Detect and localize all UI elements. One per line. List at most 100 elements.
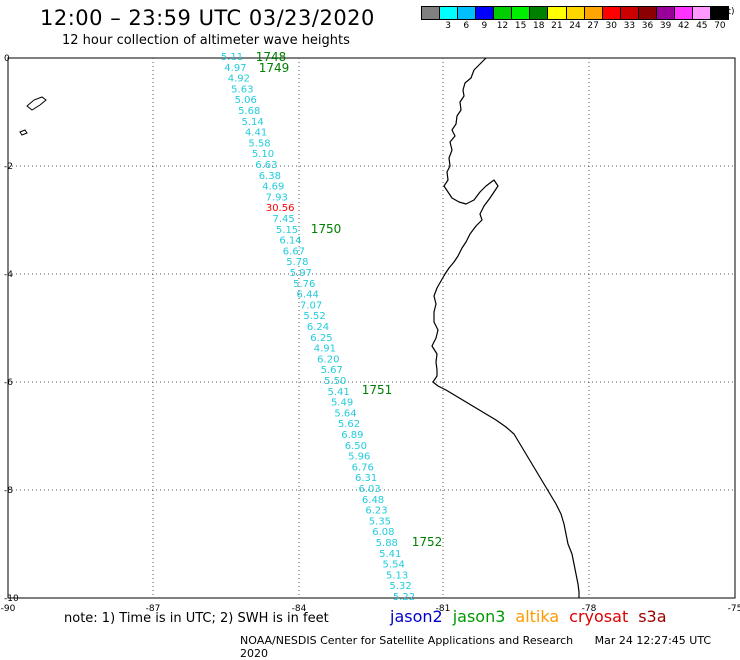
swh-value: 6.08 xyxy=(372,527,394,538)
legend-label: 21 xyxy=(551,21,563,31)
legend-swatch xyxy=(584,7,603,19)
swh-value: 4.41 xyxy=(245,128,267,139)
legend-swatch xyxy=(458,7,477,19)
footer-note: note: 1) Time is in UTC; 2) SWH is in fe… xyxy=(64,611,329,626)
swh-value: 5.41 xyxy=(328,387,350,398)
swh-value: 30.56 xyxy=(266,203,295,214)
swh-value: 5.41 xyxy=(379,549,401,560)
swh-value: 6.38 xyxy=(259,171,281,182)
legend-swatch xyxy=(548,7,567,19)
swh-value: 5.67 xyxy=(321,365,343,376)
swh-value: 7.45 xyxy=(272,214,294,225)
map-border xyxy=(7,57,736,599)
swh-value: 6.48 xyxy=(362,495,384,506)
swh-value: 5.50 xyxy=(324,376,346,387)
legend-label: 42 xyxy=(677,21,690,31)
x-tick-label: -81 xyxy=(436,604,451,614)
islands xyxy=(19,96,47,136)
legend-swatch xyxy=(656,7,675,19)
swh-value: 6.89 xyxy=(341,430,363,441)
swh-value: 5.10 xyxy=(252,149,274,160)
legend-label: 6 xyxy=(463,21,470,31)
axis-ticks: -90 -87 -84 -81 -78 -75 0 -2 -4 -6 -8 -10 xyxy=(1,54,740,614)
swh-value: 6.14 xyxy=(279,236,301,247)
legend-swatch xyxy=(494,7,513,19)
legend-label: 45 xyxy=(696,21,708,31)
legend-label: 36 xyxy=(641,21,654,31)
swh-value: 5.15 xyxy=(276,225,298,236)
swh-value: 6.63 xyxy=(255,160,277,171)
mission-jason2: jason2 xyxy=(390,607,443,626)
y-tick-label: -6 xyxy=(4,378,13,388)
credit-line: NOAA/NESDIS Center for Satellite Applica… xyxy=(240,634,740,660)
legend-swatch xyxy=(440,7,459,19)
legend-swatch xyxy=(602,7,621,19)
swh-value: 5.06 xyxy=(235,95,257,106)
swh-value: 5.78 xyxy=(286,257,308,268)
legend-swatches xyxy=(421,6,729,20)
legend-label: 33 xyxy=(623,21,636,31)
credit-text: NOAA/NESDIS Center for Satellite Applica… xyxy=(240,634,574,647)
time-label: 1750 xyxy=(311,222,342,236)
coastline xyxy=(431,57,580,598)
legend-label: 27 xyxy=(587,21,599,31)
swh-value: 5.35 xyxy=(369,516,391,527)
legend-swatch xyxy=(476,7,495,19)
swh-value: 5.54 xyxy=(383,560,405,571)
legend-swatch xyxy=(566,7,585,19)
swh-value: 7.93 xyxy=(266,192,288,203)
swh-value: 4.91 xyxy=(314,344,336,355)
swh-value: 5.13 xyxy=(386,570,408,581)
y-tick-label: 0 xyxy=(4,54,10,64)
swh-value: 6.20 xyxy=(317,354,339,365)
legend-swatch xyxy=(674,7,693,19)
legend-swatch xyxy=(530,7,549,19)
legend-unit: (ft) xyxy=(721,7,735,17)
swh-value: 6.76 xyxy=(352,462,374,473)
swh-value: 6.50 xyxy=(345,441,367,452)
swh-value: 4.97 xyxy=(224,63,246,74)
swh-value: 5.52 xyxy=(303,311,325,322)
swh-value: 6.67 xyxy=(283,246,305,257)
swh-value: 5.76 xyxy=(293,279,315,290)
y-tick-label: -10 xyxy=(4,594,19,604)
legend-swatch xyxy=(512,7,531,19)
swh-value: 5.88 xyxy=(376,538,398,549)
legend-label: 18 xyxy=(533,21,545,31)
mission-altika: altika xyxy=(515,607,560,626)
y-tick-label: -2 xyxy=(4,162,13,172)
legend-label: 3 xyxy=(445,21,452,31)
island xyxy=(19,129,28,136)
legend-swatch xyxy=(692,7,711,19)
legend-label: 30 xyxy=(605,21,617,31)
swh-value: 5.32 xyxy=(389,581,411,592)
x-tick-label: -90 xyxy=(1,604,16,614)
legend-label: 24 xyxy=(569,21,581,31)
y-tick-label: -8 xyxy=(4,486,13,496)
legend-swatch xyxy=(620,7,639,19)
swh-value: 4.92 xyxy=(228,74,250,85)
swh-value: 6.44 xyxy=(297,290,319,301)
swh-value: 5.58 xyxy=(248,138,270,149)
swh-value: 6.25 xyxy=(310,333,332,344)
swh-value: 5.97 xyxy=(290,268,312,279)
swh-value: 5.63 xyxy=(231,84,253,95)
satellite-track: 5.114.974.925.635.065.685.144.415.585.10… xyxy=(221,52,415,603)
time-label: 1751 xyxy=(362,383,393,397)
island xyxy=(26,96,47,111)
mission-cryosat: cryosat xyxy=(569,607,629,626)
swh-value: 5.62 xyxy=(338,419,360,430)
time-label: 1752 xyxy=(412,535,443,549)
legend-label: 12 xyxy=(496,21,509,31)
y-tick-label: -4 xyxy=(4,270,13,280)
legend-label: 39 xyxy=(659,21,672,31)
page-subtitle: 12 hour collection of altimeter wave hei… xyxy=(62,33,350,48)
swh-value: 6.31 xyxy=(355,473,377,484)
legend-label: 9 xyxy=(481,21,488,31)
legend-swatch xyxy=(711,7,729,19)
x-tick-label: -87 xyxy=(146,604,161,614)
mission-s3a: s3a xyxy=(638,607,667,626)
swh-value: 5.68 xyxy=(238,106,260,117)
